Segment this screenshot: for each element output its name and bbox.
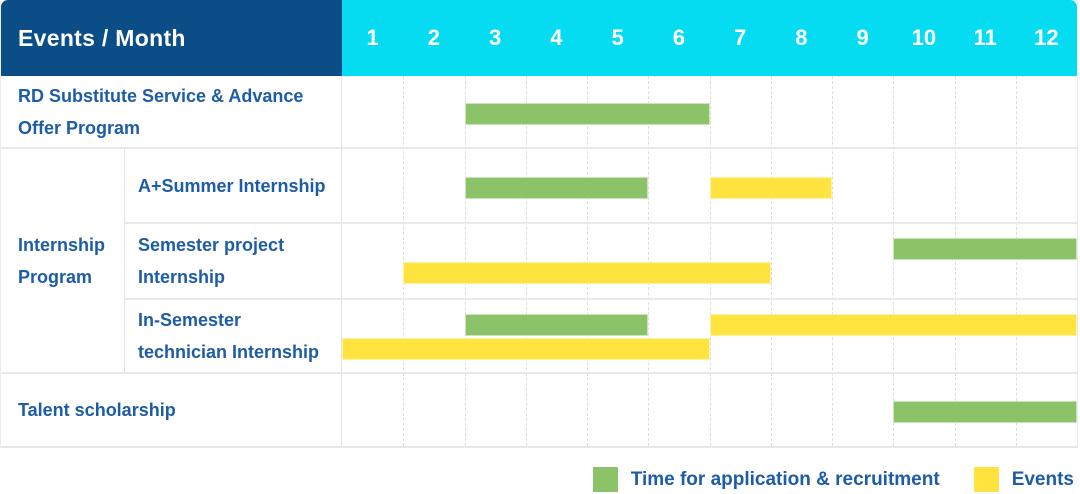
group-label: Internship Program [1,149,125,372]
legend-label: Time for application & recruitment [630,468,940,490]
row-talent-scholarship: Talent scholarship [1,374,1077,446]
month-header-strip: 1 2 3 4 5 6 7 8 9 10 11 12 [342,0,1077,76]
legend-item-events: Events [973,467,1074,492]
row-chart-area [342,76,1077,147]
row-label: Semester project Internship [125,224,342,298]
events-bar [709,314,1077,336]
gantt-body: RD Substitute Service & Advance Offer Pr… [1,76,1077,446]
month-header-cell: 8 [795,25,808,50]
row-chart-area [342,224,1077,298]
legend: Time for application & recruitment Event… [0,467,1078,492]
events-bar [403,262,771,284]
month-header-cell: 2 [427,25,440,50]
table-header-row: Events / Month 1 2 3 4 5 6 7 8 9 10 11 12 [1,0,1077,76]
row-chart-area [342,300,1077,372]
events-month-header: Events / Month [1,0,342,76]
gantt-table: Events / Month 1 2 3 4 5 6 7 8 9 10 11 12 RD Substi… [0,0,1078,448]
month-header-cell: 10 [911,25,937,50]
month-header-cell: 5 [611,25,624,50]
events-bar [342,338,710,360]
application-recruitment-bar [464,314,649,336]
events-yellow-swatch [973,467,999,492]
month-header-cell: 1 [366,25,379,50]
month-header-cell: 11 [973,25,997,50]
row-label: A+Summer Internship [125,149,342,222]
row-label: In-Semester technician Internship [125,300,342,372]
month-header-cell: 9 [856,25,869,50]
row-semester-project: Semester project Internship [125,224,1077,300]
application-recruitment-bar [464,176,649,199]
month-header-cell: 12 [1034,25,1059,50]
month-header-cell: 7 [734,25,747,50]
application-recruitment-bar [893,238,1077,260]
row-chart-area [342,149,1077,222]
month-header-cell: 3 [489,25,502,50]
row-a-plus-summer: A+Summer Internship [125,149,1077,224]
events-bar [709,176,832,199]
legend-label: Events [1011,468,1074,490]
row-rd-substitute: RD Substitute Service & Advance Offer Pr… [1,76,1077,149]
internship-program-group: Internship Program A+Summer Internship S… [1,149,1077,374]
month-header-cell: 4 [550,25,563,50]
application-green-swatch [592,467,618,492]
application-recruitment-bar [464,102,710,125]
group-sub-rows: A+Summer Internship Semester project Int… [125,149,1077,372]
legend-item-application: Time for application & recruitment [592,467,940,492]
application-recruitment-bar [893,401,1077,423]
row-in-semester-technician: In-Semester technician Internship [125,300,1077,372]
row-label: RD Substitute Service & Advance Offer Pr… [1,76,342,147]
row-chart-area [342,374,1077,446]
row-label: Talent scholarship [1,374,342,446]
month-header-cell: 6 [672,25,685,50]
